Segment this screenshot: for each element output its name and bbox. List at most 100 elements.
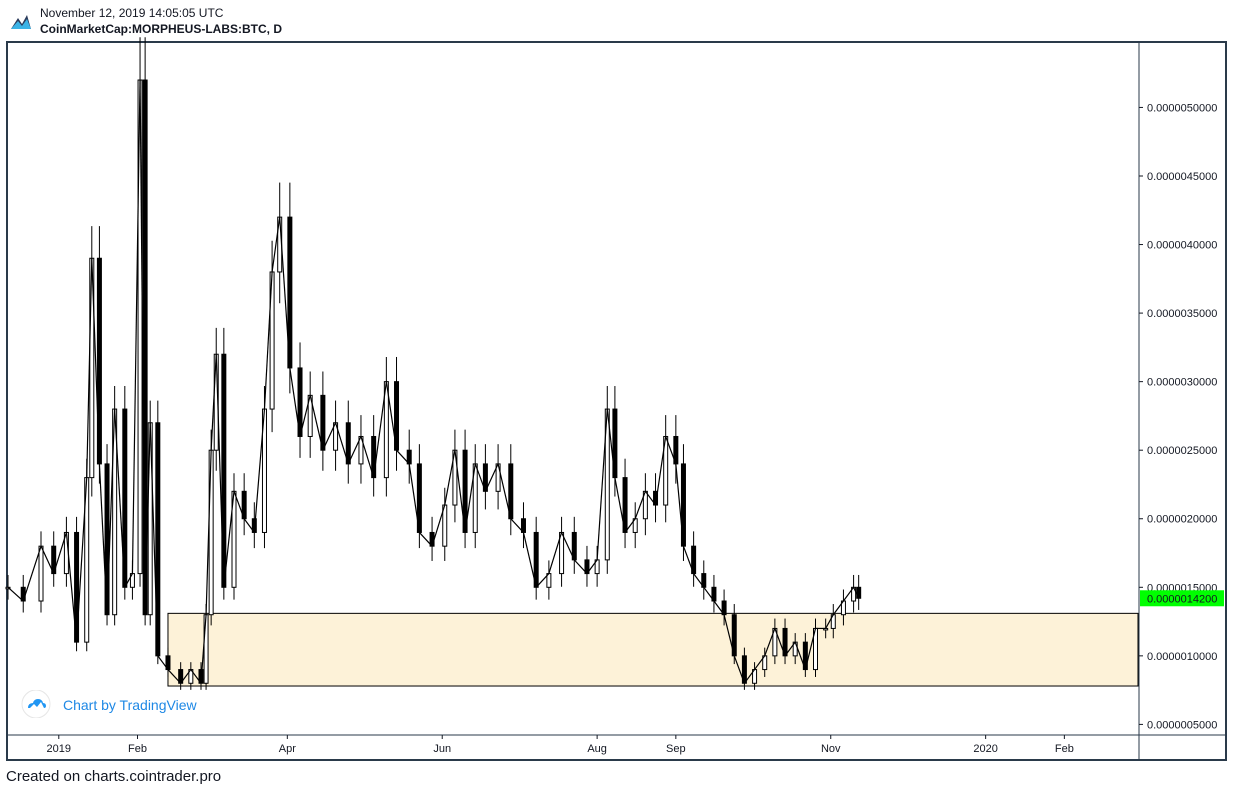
x-tick-label: 2020	[973, 743, 997, 755]
price-path-segment	[682, 545, 695, 574]
price-path-segment	[596, 409, 608, 560]
y-tick-label: 0.0000030000	[1147, 377, 1217, 389]
price-path-segment	[385, 381, 398, 451]
price-path-segment	[606, 408, 616, 478]
y-tick-label: 0.0000050000	[1147, 102, 1217, 114]
price-path-segment	[223, 491, 235, 588]
candle-body	[142, 79, 148, 616]
price-path-segment	[573, 559, 588, 574]
price-path-segment	[65, 532, 78, 643]
tradingview-attribution[interactable]: Chart by TradingView	[63, 697, 197, 713]
price-path-segment	[535, 573, 550, 588]
x-tick-label: 2019	[47, 743, 71, 755]
price-path-segment	[53, 532, 67, 574]
price-path-segment	[131, 80, 141, 574]
price-path-segment	[190, 669, 202, 684]
candle-body	[38, 545, 44, 602]
price-path-segment	[91, 258, 101, 464]
price-path-segment	[522, 532, 537, 588]
price-path-segment	[733, 655, 745, 684]
price-path-segment	[271, 217, 281, 273]
price-path-segment	[233, 491, 245, 519]
price-path-segment	[309, 395, 324, 451]
price-path-segment	[853, 587, 860, 599]
x-tick-label: Aug	[587, 743, 607, 755]
price-path-segment	[654, 436, 667, 506]
price-path-segment	[484, 463, 499, 492]
price-path-segment	[114, 409, 126, 588]
price-path-segment	[474, 463, 486, 492]
tradingview-logo-icon	[10, 12, 32, 30]
price-path-segment	[253, 409, 266, 533]
price-path-segment	[86, 258, 93, 478]
price-path-segment	[561, 532, 575, 561]
price-path-segment	[334, 422, 349, 465]
price-path-segment	[804, 628, 817, 670]
price-path-segment	[106, 409, 116, 615]
price-path-segment	[624, 518, 636, 533]
price-path-segment	[139, 80, 146, 615]
price-path-segment	[665, 436, 677, 465]
chart-header: November 12, 2019 14:05:05 UTC CoinMarke…	[8, 4, 608, 40]
price-path-segment	[832, 600, 844, 616]
price-path-segment	[215, 354, 225, 588]
candle-body	[208, 449, 214, 616]
price-path-segment	[167, 669, 182, 684]
y-tick-label: 0.0000045000	[1147, 171, 1217, 183]
y-tick-label: 0.0000005000	[1147, 719, 1217, 731]
price-path-segment	[510, 518, 524, 533]
price-path-segment	[98, 463, 108, 615]
y-tick-label: 0.0000040000	[1147, 240, 1217, 252]
y-tick-label: 0.0000010000	[1147, 651, 1217, 663]
price-path-segment	[418, 532, 433, 547]
price-path-segment	[210, 354, 217, 451]
price-path-segment	[675, 463, 685, 547]
price-path-segment	[784, 641, 796, 657]
price-path-segment	[205, 450, 212, 615]
x-tick-label: Sep	[666, 743, 686, 755]
x-tick-label: Apr	[279, 743, 296, 755]
x-tick-label: Jun	[433, 743, 451, 755]
price-path-segment	[548, 532, 563, 574]
price-path-segment	[347, 436, 362, 465]
price-path-segment	[263, 271, 273, 410]
price-path-segment	[693, 573, 705, 588]
x-tick-label: Nov	[821, 743, 841, 755]
price-path-segment	[614, 477, 626, 533]
x-tick-label: Feb	[1055, 743, 1074, 755]
price-path-segment	[794, 641, 806, 670]
price-path-segment	[157, 655, 169, 670]
price-path-segment	[299, 395, 311, 437]
price-path-segment	[454, 450, 466, 533]
price-path-segment	[289, 367, 301, 437]
price-path-segment	[497, 463, 512, 519]
last-price-label: 0.0000014200	[1147, 593, 1217, 605]
price-path-segment	[279, 217, 291, 368]
price-path-segment	[124, 573, 133, 588]
price-path-segment	[149, 422, 159, 656]
price-path-segment	[703, 586, 715, 602]
price-path-segment	[743, 669, 756, 684]
price-path-segment	[644, 490, 657, 506]
price-path-segment	[634, 491, 646, 519]
price-path-segment	[322, 422, 337, 451]
price-path-segment	[444, 450, 456, 506]
support-zone	[167, 612, 1139, 687]
candle-body	[653, 490, 659, 506]
price-path-segment	[825, 614, 834, 629]
price-path-segment	[842, 586, 855, 602]
snapshot-timestamp: November 12, 2019 14:05:05 UTC	[40, 6, 224, 20]
x-tick-label: Feb	[128, 743, 147, 755]
tradingview-cloud-icon	[21, 690, 51, 718]
price-path-segment	[75, 477, 88, 643]
price-path-segment	[373, 381, 387, 478]
price-path-segment	[180, 669, 192, 684]
price-path-segment	[408, 463, 420, 533]
price-path-segment	[200, 614, 207, 684]
price-path-segment	[754, 655, 766, 670]
candle-body	[203, 614, 209, 684]
footer-credit: Created on charts.cointrader.pro	[6, 768, 222, 785]
price-path-segment	[723, 614, 735, 656]
candle-body	[462, 449, 468, 533]
